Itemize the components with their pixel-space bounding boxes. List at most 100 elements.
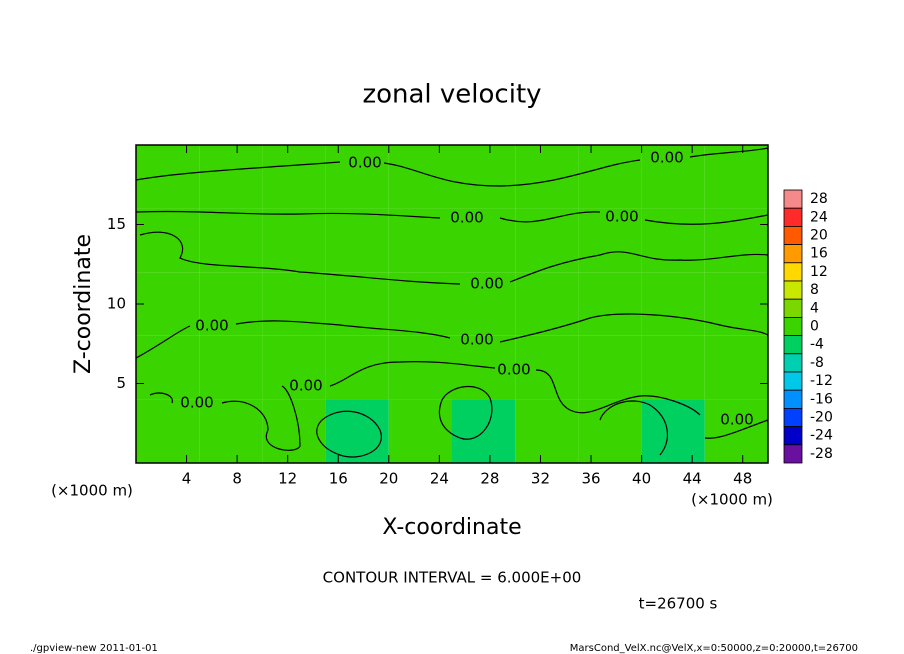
- contour-line: [135, 313, 769, 359]
- colorbar-band: [783, 353, 803, 373]
- contour-line: [316, 410, 382, 458]
- colorbar-band: [783, 316, 803, 336]
- field-cell: [704, 208, 768, 273]
- contour-line: [438, 385, 493, 440]
- field-cell: [515, 208, 579, 273]
- x-tick-label: 24: [430, 470, 449, 488]
- colorbar-label: 20: [810, 228, 828, 244]
- colorbar-band: [783, 225, 803, 245]
- x-tick-label: 8: [232, 470, 242, 488]
- chart-title: zonal velocity: [362, 80, 541, 110]
- field-cell: [641, 208, 705, 273]
- field-cell: [388, 145, 452, 209]
- field-cell: [262, 208, 326, 273]
- field-cell: [136, 208, 200, 273]
- field-cell: [452, 335, 516, 400]
- colorbar-band: [783, 335, 803, 355]
- time-label: t=26700 s: [639, 595, 718, 613]
- y-tick-label: 10: [107, 295, 126, 313]
- colorbar-band: [783, 426, 803, 446]
- colorbar-band: [783, 262, 803, 282]
- field-cell: [388, 335, 452, 400]
- field-cell: [452, 145, 516, 209]
- colorbar-label: 28: [810, 191, 828, 207]
- colorbar-label: -20: [810, 410, 833, 426]
- field-cell: [578, 335, 642, 400]
- field-cell: [578, 272, 642, 336]
- x-unit: (×1000 m): [51, 482, 133, 500]
- field-cell: [199, 208, 263, 273]
- field-cell: [641, 145, 705, 209]
- y-axis-label: Z-coordinate: [71, 234, 96, 374]
- colorbar-band: [783, 189, 803, 209]
- contour-line: [599, 400, 769, 456]
- field-cell: [704, 272, 768, 336]
- x-tick-label: 16: [329, 470, 348, 488]
- contour-label: 0.00: [348, 154, 381, 172]
- frame: [135, 144, 769, 464]
- colorbar-label: -28: [810, 446, 833, 462]
- field-cell: [262, 145, 326, 209]
- contour-label: 0.00: [450, 209, 483, 227]
- field-cell: [515, 272, 579, 336]
- colorbar-label: 12: [810, 264, 828, 280]
- x-tick-label: 28: [480, 470, 499, 488]
- field-cell: [641, 272, 705, 336]
- field-cell: [641, 335, 705, 400]
- contour-label: 0.00: [180, 394, 213, 412]
- contour-label: 0.00: [289, 377, 322, 395]
- contour-label: 0.00: [195, 317, 228, 335]
- colorbar-label: 16: [810, 246, 828, 262]
- field-cell: [641, 399, 705, 463]
- field-cell: [388, 399, 452, 463]
- x-tick-label: 32: [531, 470, 550, 488]
- x-tick-label: 20: [379, 470, 398, 488]
- colorbar-label: -8: [810, 355, 824, 371]
- contour-label: 0.00: [460, 331, 493, 349]
- colorbar-label: -24: [810, 428, 833, 444]
- field-cell: [199, 399, 263, 463]
- field-cell: [452, 272, 516, 336]
- colorbar-band: [783, 371, 803, 391]
- colorbar-band: [783, 407, 803, 427]
- colorbar-label: -4: [810, 337, 824, 353]
- colorbar-label: 0: [810, 319, 819, 335]
- y-tick-label: 15: [107, 215, 126, 233]
- x-unit-right: (×1000 m): [691, 491, 773, 509]
- contour-line: [135, 210, 769, 225]
- contour-label: 0.00: [497, 361, 530, 379]
- field-cell: [578, 208, 642, 273]
- colorbar-band: [783, 389, 803, 409]
- field: [136, 145, 768, 463]
- field-cell: [262, 399, 326, 463]
- x-tick-label: 36: [581, 470, 600, 488]
- field-cell: [515, 335, 579, 400]
- colorbar-label: 8: [810, 282, 819, 298]
- colorbar-label: -12: [810, 373, 833, 389]
- contour-label: 0.00: [650, 149, 683, 167]
- field-cell: [136, 145, 200, 209]
- field-cell: [199, 145, 263, 209]
- contour-label: 0.00: [470, 275, 503, 293]
- field-cell: [704, 145, 768, 209]
- colorbar-label: 4: [810, 300, 819, 316]
- contour-label: 0.00: [720, 411, 753, 429]
- contour-line: [149, 361, 701, 451]
- field-cell: [325, 208, 389, 273]
- field-cell: [136, 335, 200, 400]
- field-cell: [325, 335, 389, 400]
- field-cell: [325, 145, 389, 209]
- field-cell: [578, 399, 642, 463]
- y-tick-label: 5: [116, 374, 126, 392]
- x-tick-label: 40: [632, 470, 651, 488]
- x-tick-label: 4: [182, 470, 192, 488]
- colorbar-band: [783, 298, 803, 318]
- x-tick-label: 44: [683, 470, 702, 488]
- colorbar-band: [783, 444, 803, 464]
- x-axis-label: X-coordinate: [382, 515, 521, 540]
- footer-left: ./gpview-new 2011-01-01: [30, 643, 158, 654]
- field-cell: [388, 208, 452, 273]
- field-cell: [515, 399, 579, 463]
- field-cell: [136, 399, 200, 463]
- field-cell: [136, 272, 200, 336]
